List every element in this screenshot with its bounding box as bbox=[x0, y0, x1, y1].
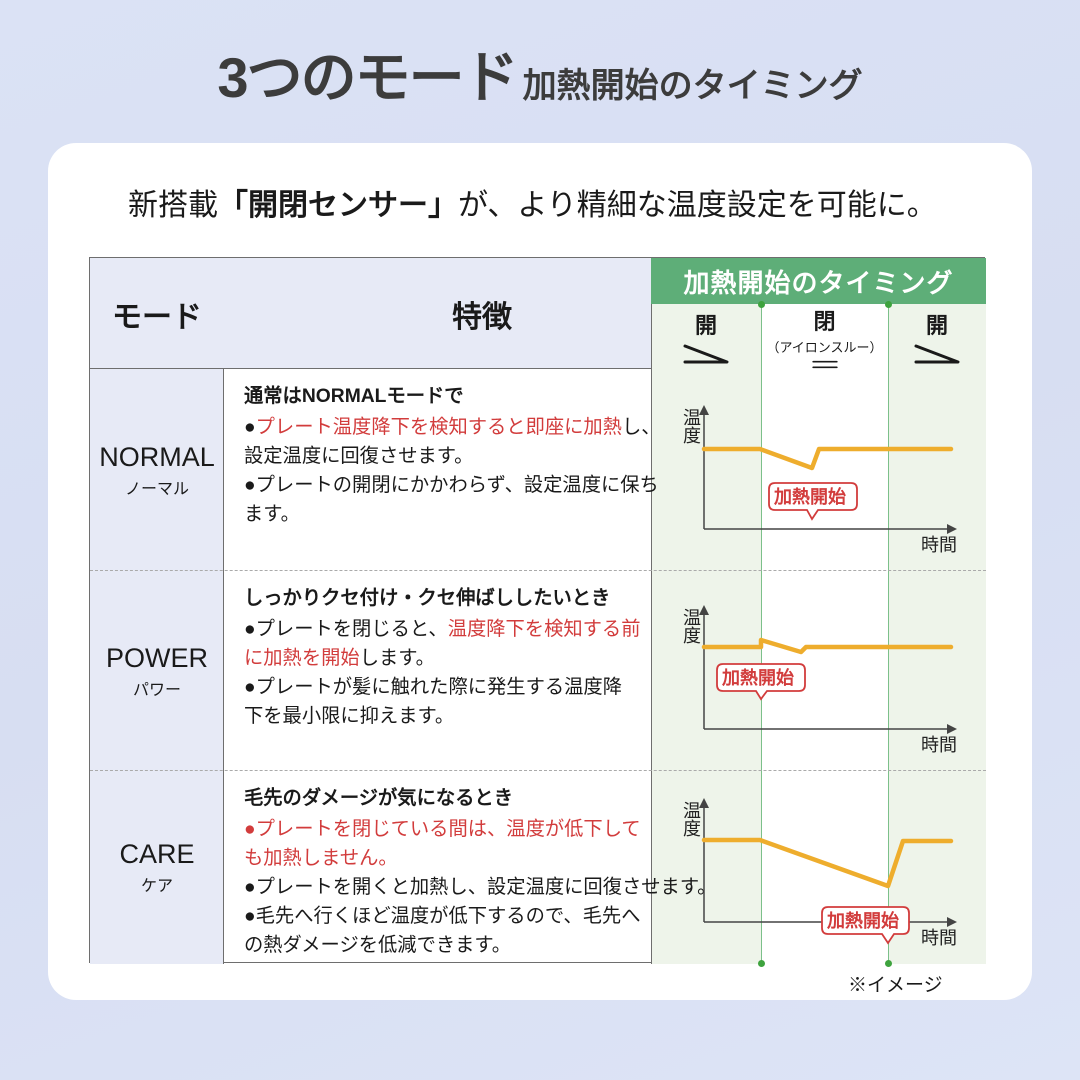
svg-text:度: 度 bbox=[683, 426, 701, 446]
svg-text:温: 温 bbox=[683, 408, 701, 428]
svg-text:加熱開始: 加熱開始 bbox=[826, 910, 899, 931]
svg-text:加熱開始: 加熱開始 bbox=[721, 667, 794, 688]
svg-text:度: 度 bbox=[683, 626, 701, 646]
svg-text:時間: 時間 bbox=[921, 928, 957, 948]
svg-text:温: 温 bbox=[683, 801, 701, 821]
svg-text:時間: 時間 bbox=[921, 735, 957, 755]
svg-text:時間: 時間 bbox=[921, 535, 957, 555]
svg-text:温: 温 bbox=[683, 608, 701, 628]
svg-text:度: 度 bbox=[683, 819, 701, 839]
svg-text:加熱開始: 加熱開始 bbox=[773, 486, 846, 507]
